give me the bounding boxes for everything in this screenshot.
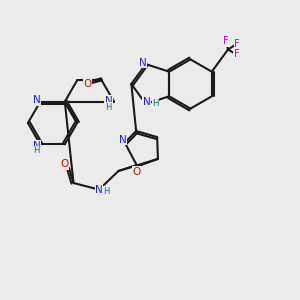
Text: N: N — [33, 140, 41, 151]
Text: F: F — [223, 36, 228, 46]
Text: N: N — [105, 96, 112, 106]
Text: F: F — [234, 49, 239, 59]
Text: N: N — [33, 95, 41, 106]
Text: N: N — [143, 98, 151, 107]
Text: H: H — [33, 146, 40, 155]
Text: H: H — [103, 187, 110, 196]
Text: N: N — [95, 184, 103, 195]
Text: O: O — [83, 79, 92, 89]
Text: H: H — [152, 98, 159, 107]
Text: F: F — [234, 39, 240, 49]
Text: O: O — [133, 167, 141, 177]
Text: N: N — [139, 58, 147, 68]
Text: H: H — [105, 103, 112, 112]
Text: N: N — [118, 135, 126, 145]
Text: O: O — [60, 159, 69, 170]
